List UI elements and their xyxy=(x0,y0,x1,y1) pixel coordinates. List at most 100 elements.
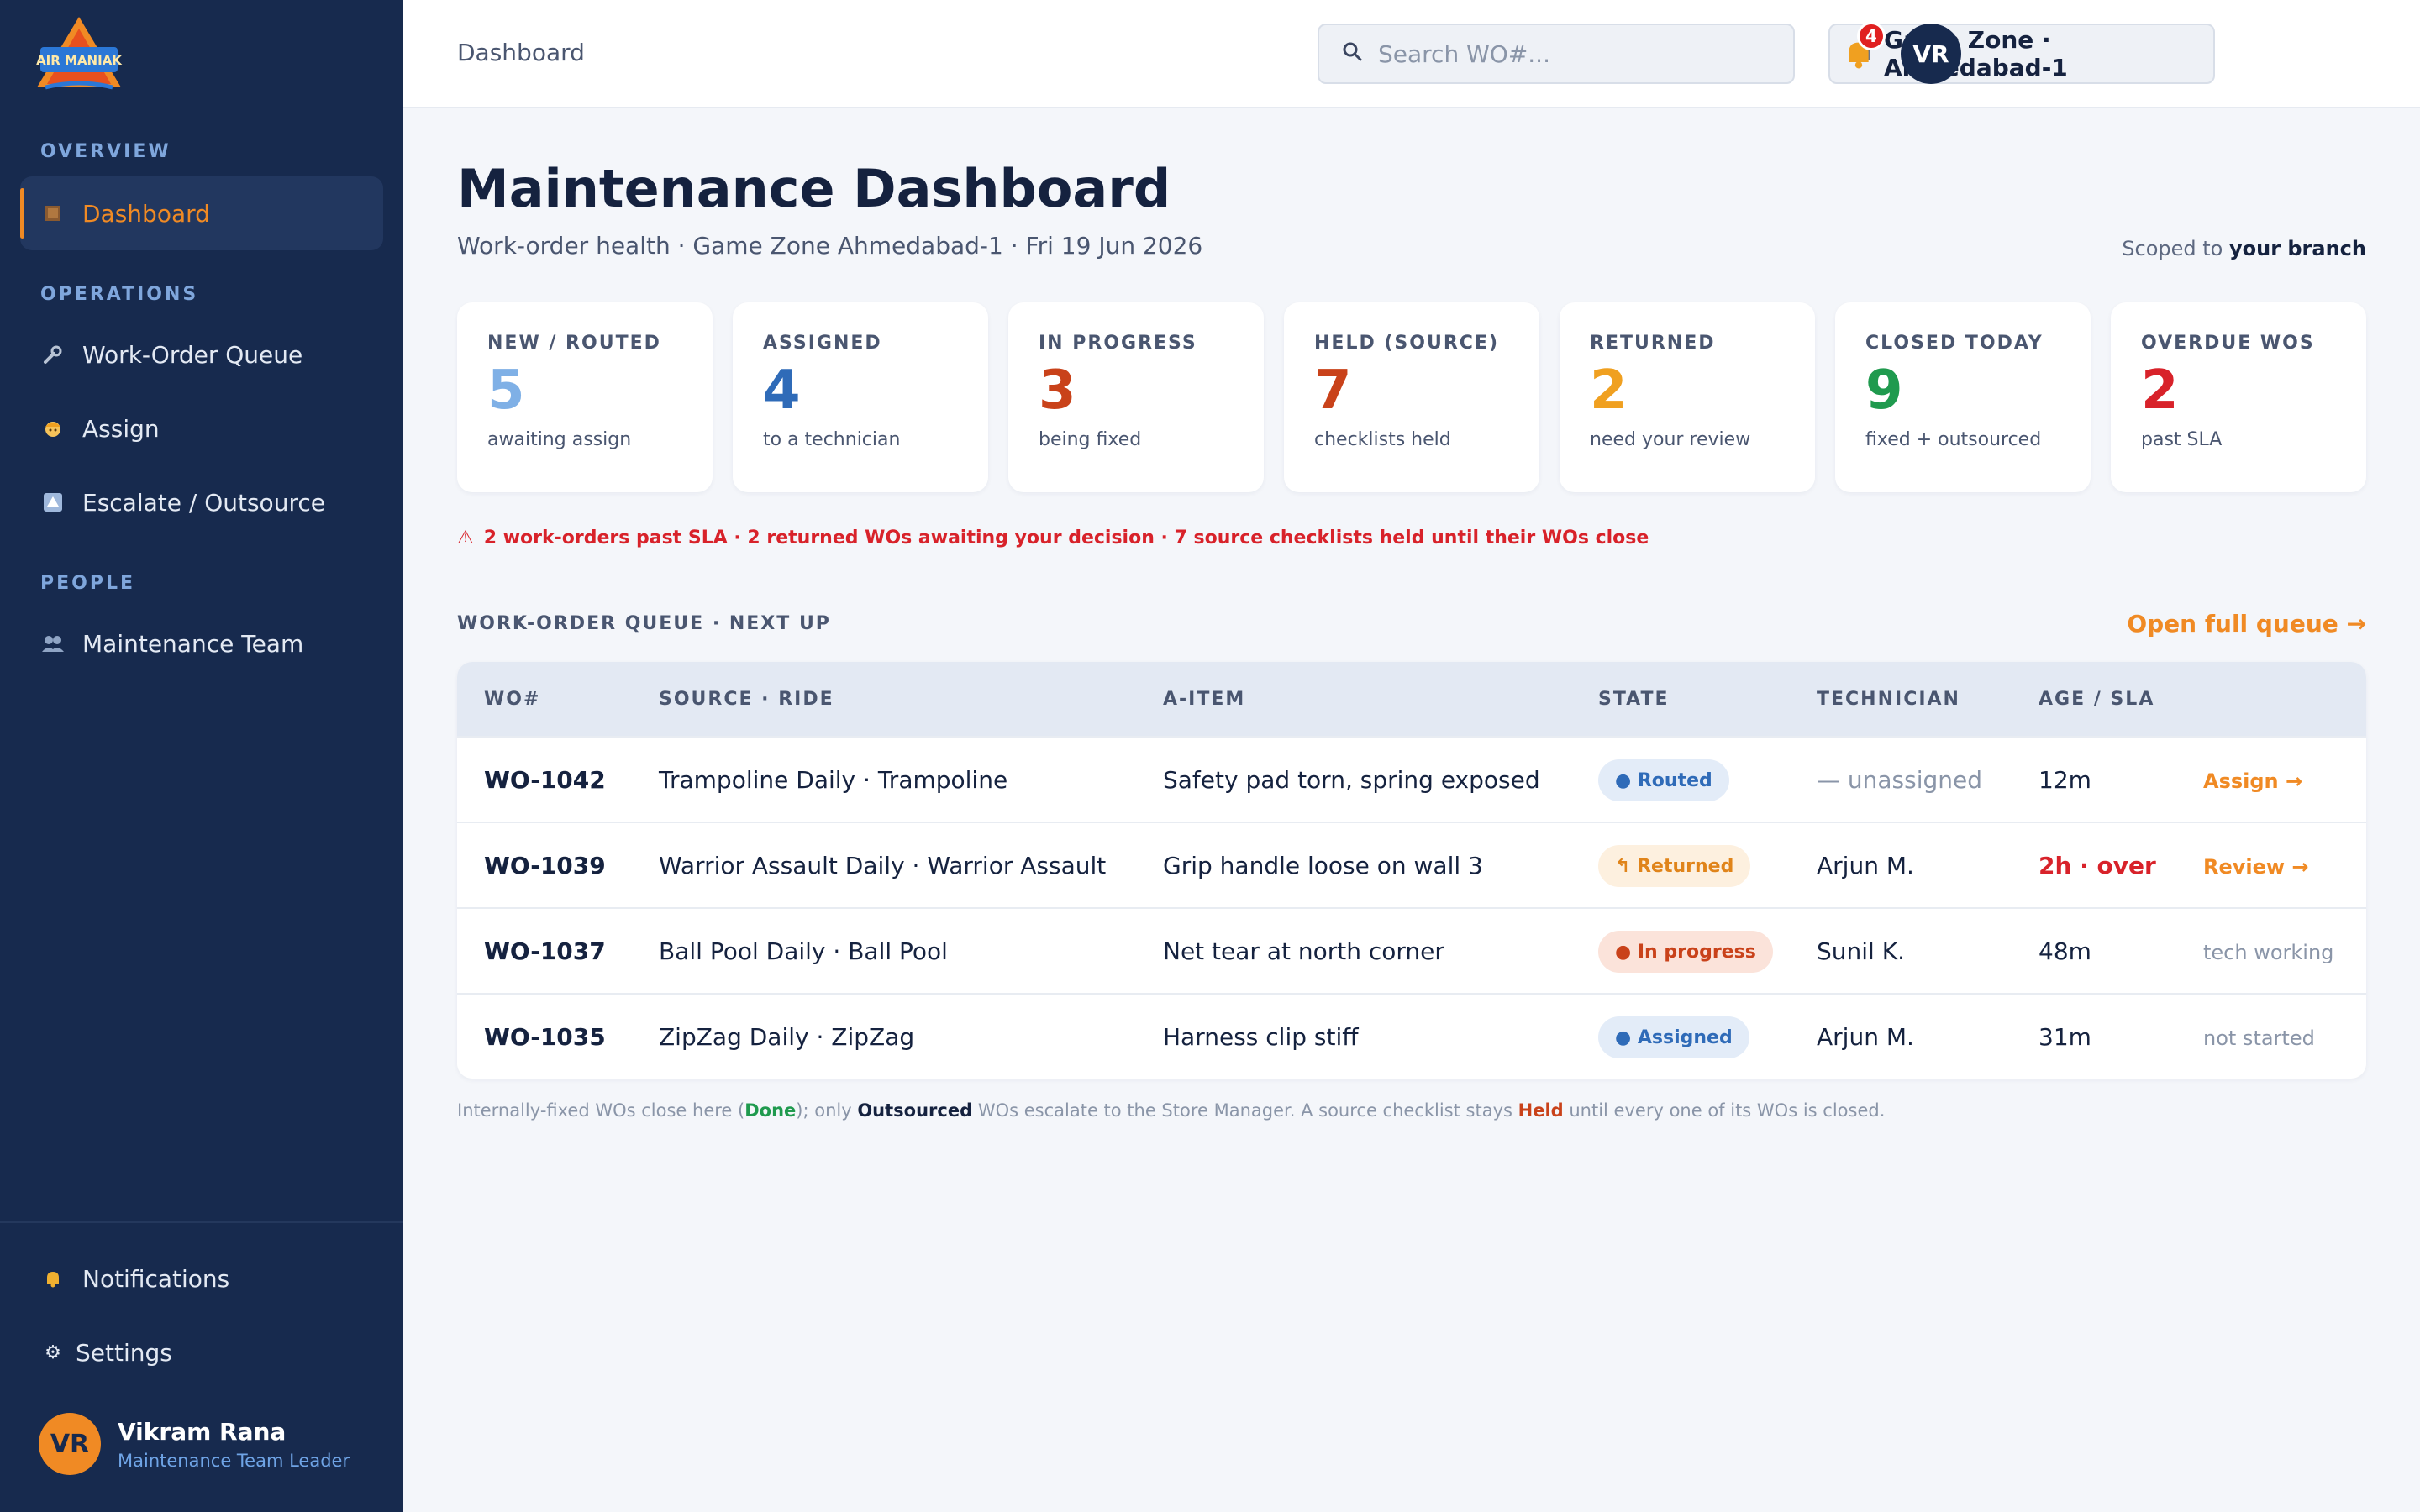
escalate-icon xyxy=(40,490,66,515)
wo-number[interactable]: WO-1037 xyxy=(484,937,606,965)
kpi-label: RETURNED xyxy=(1590,333,1716,354)
page-subtitle: Work-order health · Game Zone Ahmedabad-… xyxy=(457,232,1203,260)
kpi-card-returned[interactable]: RETURNED 2 need your review xyxy=(1560,302,1815,492)
wo-number[interactable]: WO-1039 xyxy=(484,852,606,879)
footnote-done: Done xyxy=(744,1100,797,1121)
warning-icon: ⚠ xyxy=(457,528,474,549)
technician: Arjun M. xyxy=(1817,852,1914,879)
row-action-note: tech working xyxy=(2203,941,2334,964)
search-icon xyxy=(1341,40,1363,68)
column-header-item[interactable]: A-ITEM xyxy=(1163,689,1246,710)
logo-text: AIR MANIAK xyxy=(36,53,123,68)
column-header-state[interactable]: STATE xyxy=(1598,689,1670,710)
search-box[interactable] xyxy=(1318,24,1795,84)
kpi-label: CLOSED TODAY xyxy=(1865,333,2044,354)
section-operations: OPERATIONS xyxy=(40,284,199,305)
sidebar-item-label: Maintenance Team xyxy=(82,629,304,658)
worker-icon xyxy=(40,416,66,441)
status-badge: ● In progress xyxy=(1598,931,1773,973)
age-sla: 12m xyxy=(2039,766,2091,794)
kpi-label: IN PROGRESS xyxy=(1039,333,1197,354)
kpi-note: fixed + outsourced xyxy=(1865,429,2042,450)
column-header-source[interactable]: SOURCE · RIDE xyxy=(659,689,834,710)
row-action-note: not started xyxy=(2203,1026,2315,1050)
column-header-age-sla[interactable]: AGE / SLA xyxy=(2039,689,2155,710)
source-ride: Trampoline Daily · Trampoline xyxy=(659,766,1008,794)
sidebar: AIR MANIAK OVERVIEW Dashboard OPERATIONS… xyxy=(0,0,403,1512)
brand-logo[interactable]: AIR MANIAK xyxy=(32,13,126,94)
footnote-text-3: WOs escalate to the Store Manager. A sou… xyxy=(972,1100,1518,1121)
kpi-card-in-progress[interactable]: IN PROGRESS 3 being fixed xyxy=(1008,302,1264,492)
technician: Arjun M. xyxy=(1817,1023,1914,1051)
table-header: WO# SOURCE · RIDE A-ITEM STATE TECHNICIA… xyxy=(457,662,2366,736)
search-input[interactable] xyxy=(1378,39,1765,68)
kpi-note: need your review xyxy=(1590,429,1751,450)
footnote-held: Held xyxy=(1518,1100,1564,1121)
section-overview: OVERVIEW xyxy=(40,141,171,162)
sidebar-divider xyxy=(0,1221,403,1223)
avatar[interactable]: VR xyxy=(1901,24,1961,84)
user-card[interactable]: VR Vikram Rana Maintenance Team Leader xyxy=(39,1413,350,1475)
a-item: Harness clip stiff xyxy=(1163,1023,1359,1051)
user-avatar: VR xyxy=(39,1413,101,1475)
kpi-card-assigned[interactable]: ASSIGNED 4 to a technician xyxy=(733,302,988,492)
sidebar-item-escalate-outsource[interactable]: Escalate / Outsource xyxy=(20,465,383,539)
kpi-card-overdue[interactable]: OVERDUE WOS 2 past SLA xyxy=(2111,302,2366,492)
footnote-outsourced: Outsourced xyxy=(857,1100,973,1121)
table-row[interactable]: WO-1035 ZipZag Daily · ZipZag Harness clip… xyxy=(457,993,2366,1079)
sidebar-item-label: Assign xyxy=(82,414,160,443)
sla-alert-text: 2 work-orders past SLA · 2 returned WOs … xyxy=(483,528,1649,549)
wrench-icon xyxy=(40,342,66,367)
row-action-link[interactable]: Assign → xyxy=(2203,769,2303,793)
sidebar-item-settings[interactable]: ⚙ Settings xyxy=(20,1315,383,1389)
source-ride: Ball Pool Daily · Ball Pool xyxy=(659,937,948,965)
sla-alert: ⚠ 2 work-orders past SLA · 2 returned WOs… xyxy=(457,528,1649,549)
notification-count-badge: 4 xyxy=(1857,22,1886,50)
kpi-note: past SLA xyxy=(2141,429,2223,450)
user-role: Maintenance Team Leader xyxy=(118,1450,350,1471)
grid-icon xyxy=(40,201,66,226)
column-header-technician[interactable]: TECHNICIAN xyxy=(1817,689,1960,710)
kpi-note: checklists held xyxy=(1314,429,1451,450)
status-badge: ● Assigned xyxy=(1598,1016,1749,1058)
sidebar-item-dashboard[interactable]: Dashboard xyxy=(20,176,383,250)
kpi-value: 4 xyxy=(763,360,801,422)
scope-value: your branch xyxy=(2228,237,2366,260)
kpi-value: 3 xyxy=(1039,360,1076,422)
column-header-wo[interactable]: WO# xyxy=(484,689,541,710)
queue-heading: WORK-ORDER QUEUE · NEXT UP xyxy=(457,613,831,634)
kpi-card-held-source[interactable]: HELD (SOURCE) 7 checklists held xyxy=(1284,302,1539,492)
kpi-card-new-routed[interactable]: NEW / ROUTED 5 awaiting assign xyxy=(457,302,713,492)
topbar: Dashboard Game Zone · Ahmedabad-1 xyxy=(403,0,2420,108)
gear-icon: ⚙ xyxy=(45,1341,61,1363)
kpi-value: 5 xyxy=(487,360,525,422)
a-item: Safety pad torn, spring exposed xyxy=(1163,766,1540,794)
sidebar-item-label: Settings xyxy=(76,1338,172,1367)
section-people: PEOPLE xyxy=(40,573,136,594)
a-item: Grip handle loose on wall 3 xyxy=(1163,852,1483,879)
sidebar-item-notifications[interactable]: Notifications xyxy=(20,1242,383,1315)
table-row[interactable]: WO-1037 Ball Pool Daily · Ball Pool Net te… xyxy=(457,907,2366,993)
sidebar-item-maintenance-team[interactable]: Maintenance Team xyxy=(20,606,383,680)
breadcrumb[interactable]: Dashboard xyxy=(457,39,585,66)
queue-footnote: Internally-fixed WOs close here (Done); … xyxy=(457,1100,1885,1121)
table-row[interactable]: WO-1042 Trampoline Daily · Trampoline Safe… xyxy=(457,736,2366,822)
kpi-value: 7 xyxy=(1314,360,1352,422)
wo-number[interactable]: WO-1042 xyxy=(484,766,606,794)
branch-selector[interactable]: Game Zone · Ahmedabad-1 xyxy=(1828,24,2215,84)
open-full-queue-link[interactable]: Open full queue → xyxy=(2127,610,2366,638)
kpi-note: being fixed xyxy=(1039,429,1142,450)
sidebar-item-label: Notifications xyxy=(82,1264,230,1293)
footnote-text-4: until every one of its WOs is closed. xyxy=(1563,1100,1886,1121)
row-action-link[interactable]: Review → xyxy=(2203,855,2309,879)
wo-number[interactable]: WO-1035 xyxy=(484,1023,606,1051)
a-item: Net tear at north corner xyxy=(1163,937,1444,965)
status-badge: ↰ Returned xyxy=(1598,845,1751,887)
sidebar-item-label: Escalate / Outsource xyxy=(82,488,325,517)
kpi-card-closed-today[interactable]: CLOSED TODAY 9 fixed + outsourced xyxy=(1835,302,2091,492)
sidebar-item-work-order-queue[interactable]: Work-Order Queue xyxy=(20,318,383,391)
sidebar-item-assign[interactable]: Assign xyxy=(20,391,383,465)
kpi-value: 9 xyxy=(1865,360,1903,422)
source-ride: ZipZag Daily · ZipZag xyxy=(659,1023,915,1051)
table-row[interactable]: WO-1039 Warrior Assault Daily · Warrior A… xyxy=(457,822,2366,907)
